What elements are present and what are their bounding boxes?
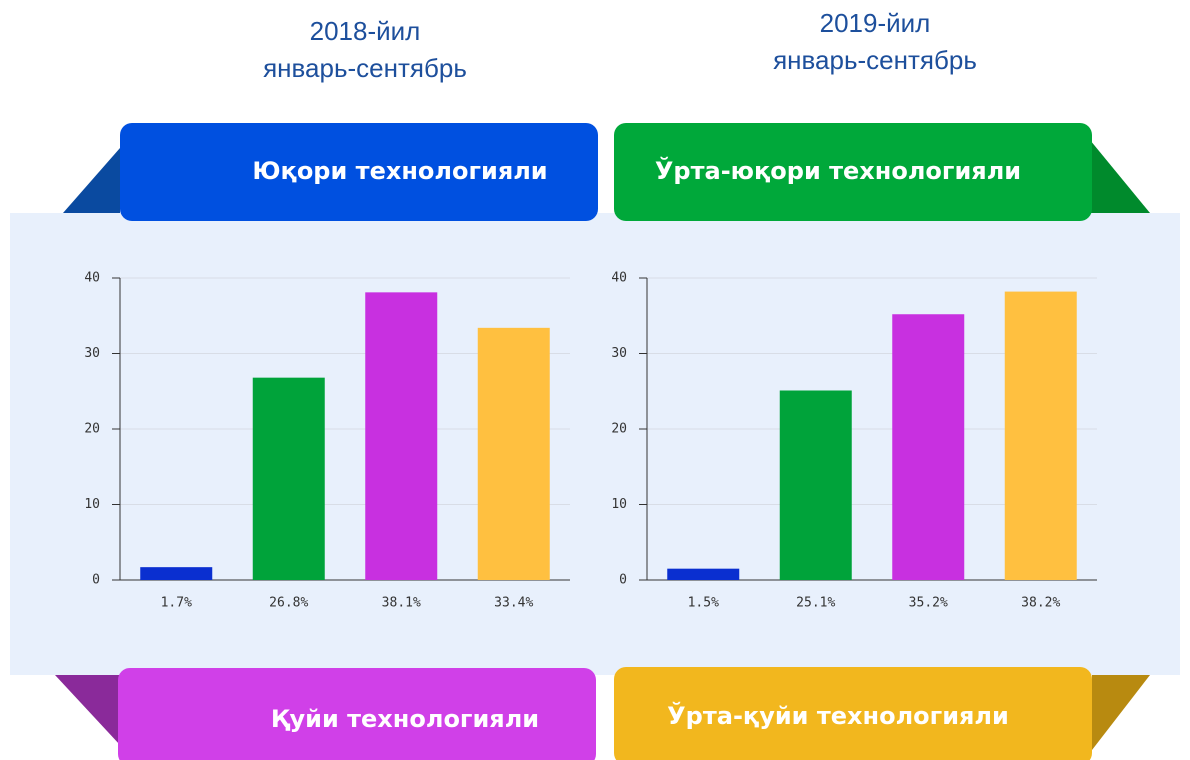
value-label: 1.5% [688, 596, 719, 611]
bar [365, 292, 438, 580]
bar [252, 377, 325, 580]
value-label: 25.1% [796, 596, 835, 611]
legend-label: Ўрта-қуйи технологияли [667, 701, 1009, 730]
y-tick-label: 30 [84, 346, 100, 361]
y-tick-label: 10 [611, 497, 627, 512]
bar [477, 327, 550, 580]
y-tick-label: 0 [92, 573, 100, 588]
value-label: 26.8% [269, 596, 308, 611]
chart-subtitle: январь-сентябрь [773, 45, 977, 75]
fold [55, 675, 120, 745]
value-label: 33.4% [494, 596, 533, 611]
y-tick-label: 10 [84, 497, 100, 512]
panel [10, 213, 1180, 675]
fold [63, 148, 120, 213]
y-tick-label: 30 [611, 346, 627, 361]
legend-swatch [120, 123, 598, 221]
legend-label: Қуйи технологияли [271, 705, 539, 733]
bar [1004, 291, 1077, 580]
bar [667, 568, 740, 580]
y-tick-label: 0 [619, 573, 627, 588]
bar [779, 390, 852, 580]
y-tick-label: 40 [611, 271, 627, 286]
chart-title: 2018-йил [310, 16, 421, 46]
legend-label: Ўрта-юқори технологияли [655, 156, 1021, 185]
y-tick-label: 40 [84, 271, 100, 286]
bar [892, 314, 965, 580]
y-tick-label: 20 [84, 422, 100, 437]
y-tick-label: 20 [611, 422, 627, 437]
chart-subtitle: январь-сентябрь [263, 53, 467, 83]
legend-swatch [614, 123, 1092, 221]
value-label: 1.7% [161, 596, 192, 611]
chart-title: 2019-йил [820, 8, 931, 38]
legend-swatch [614, 667, 1092, 760]
value-label: 35.2% [909, 596, 948, 611]
legend-swatch [118, 668, 596, 760]
value-label: 38.2% [1021, 596, 1060, 611]
fold [1090, 140, 1150, 213]
legend-label: Юқори технологияли [252, 157, 547, 185]
value-label: 38.1% [382, 596, 421, 611]
fold [1092, 675, 1150, 750]
bar [140, 567, 213, 580]
